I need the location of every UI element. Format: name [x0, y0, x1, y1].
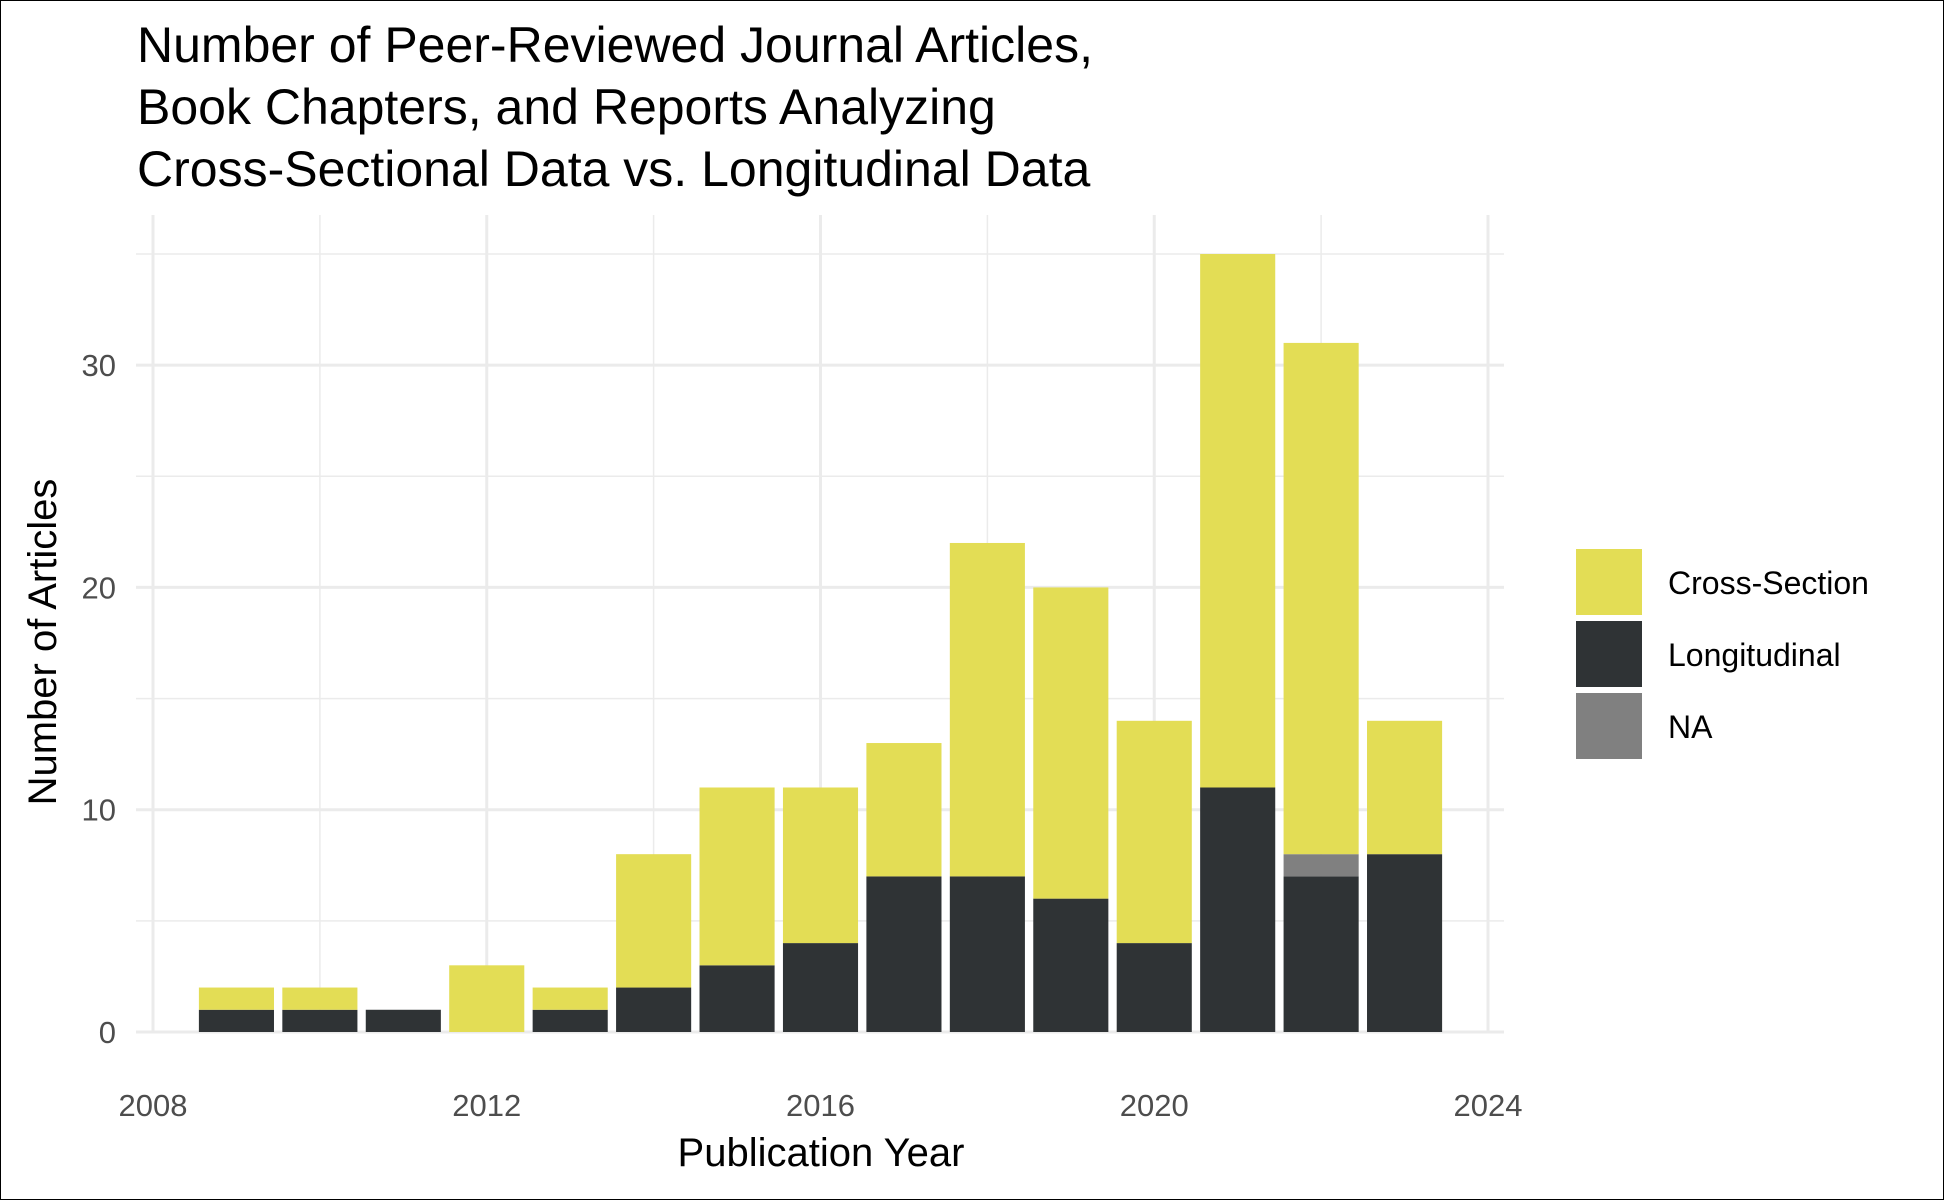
chart-title: Number of Peer-Reviewed Journal Articles…: [137, 14, 1093, 200]
legend-swatch-na: [1576, 693, 1642, 759]
legend-label-cross-section: Cross-Section: [1668, 565, 1869, 601]
legend-swatch-cross-section: [1576, 549, 1642, 615]
bar-cross-section: [1116, 720, 1192, 944]
bar-longitudinal: [1283, 876, 1359, 1032]
bar-cross-section: [866, 743, 942, 877]
x-tick-label: 2012: [452, 1088, 521, 1123]
bar-longitudinal: [616, 987, 692, 1032]
bar-longitudinal: [866, 876, 942, 1032]
bar-longitudinal: [1367, 854, 1443, 1032]
y-axis-title: Number of Articles: [21, 479, 65, 806]
chart-title-line-2: Book Chapters, and Reports Analyzing: [137, 79, 996, 135]
bar-longitudinal: [699, 965, 775, 1032]
chart-title-line-3: Cross-Sectional Data vs. Longitudinal Da…: [137, 141, 1091, 197]
bar-cross-section: [616, 854, 692, 988]
bar-longitudinal: [532, 1009, 608, 1032]
tick-labels: 2008 2012 2016 2020 2024 0 10 20 30: [82, 348, 1523, 1123]
bar-longitudinal: [365, 1009, 441, 1032]
y-tick-label: 10: [82, 793, 116, 828]
bar-cross-section: [282, 987, 358, 1010]
bars: [198, 254, 1443, 1032]
bar-longitudinal: [782, 943, 859, 1032]
bar-cross-section: [1367, 720, 1443, 855]
bar-cross-section: [1033, 587, 1109, 899]
x-axis-title: Publication Year: [678, 1131, 965, 1175]
x-tick-label: 2008: [119, 1088, 188, 1123]
grid: [136, 215, 1504, 1034]
legend-label-na: NA: [1668, 709, 1713, 745]
bar-cross-section: [1200, 254, 1276, 788]
chart-title-line-1: Number of Peer-Reviewed Journal Articles…: [137, 17, 1093, 73]
bar-longitudinal: [198, 1009, 274, 1032]
y-tick-label: 0: [99, 1015, 116, 1050]
bar-longitudinal: [1200, 787, 1276, 1032]
bar-longitudinal: [949, 876, 1025, 1032]
legend: Cross-Section Longitudinal NA: [1576, 549, 1869, 759]
bar-cross-section: [449, 965, 525, 1032]
x-tick-label: 2024: [1454, 1088, 1523, 1123]
legend-label-longitudinal: Longitudinal: [1668, 637, 1841, 673]
y-tick-label: 30: [82, 348, 116, 383]
bar-na: [1283, 854, 1359, 877]
bar-cross-section: [198, 987, 274, 1010]
bar-cross-section: [532, 987, 608, 1010]
legend-swatch-longitudinal: [1576, 621, 1642, 687]
y-tick-label: 20: [82, 570, 116, 605]
bar-cross-section: [949, 542, 1025, 877]
bar-cross-section: [782, 787, 859, 944]
bar-cross-section: [699, 787, 775, 966]
bar-longitudinal: [1033, 898, 1109, 1032]
bar-longitudinal: [282, 1009, 358, 1032]
bar-longitudinal: [1116, 943, 1192, 1032]
x-tick-label: 2020: [1120, 1088, 1189, 1123]
bar-cross-section: [1283, 342, 1359, 855]
x-tick-label: 2016: [786, 1088, 855, 1123]
